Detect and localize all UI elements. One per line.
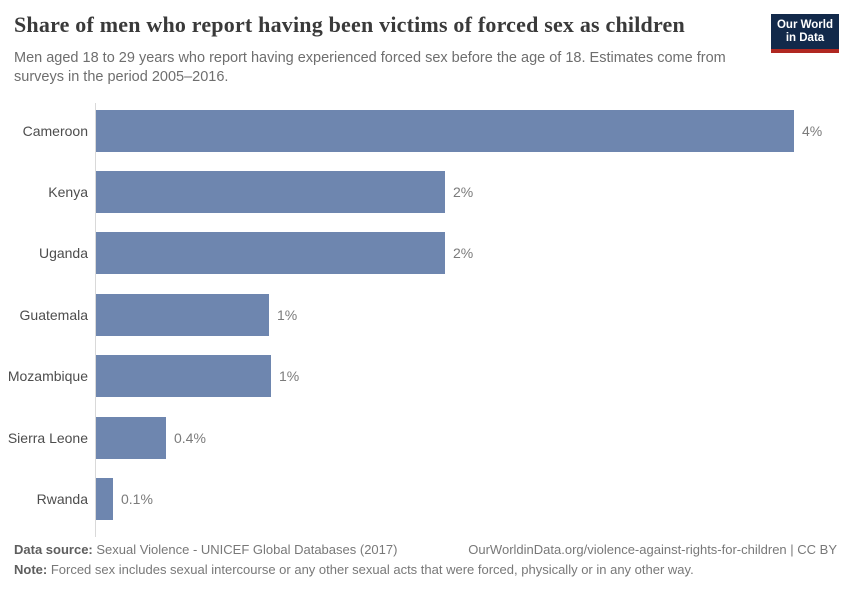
- data-source: Data source: Sexual Violence - UNICEF Gl…: [14, 542, 397, 557]
- bar-track: 2%: [88, 171, 850, 214]
- bar-track: 1%: [88, 293, 850, 336]
- bar-row: Guatemala 1%: [0, 284, 850, 345]
- page-title: Share of men who report having been vict…: [14, 12, 685, 37]
- footer-line1: Data source: Sexual Violence - UNICEF Gl…: [14, 542, 837, 557]
- chart-subtitle: Men aged 18 to 29 years who report havin…: [14, 50, 726, 85]
- value-label: 4%: [802, 122, 823, 139]
- category-label: Guatemala: [19, 306, 88, 323]
- category-label: Uganda: [38, 245, 88, 262]
- category-label: Sierra Leone: [7, 429, 88, 446]
- bar-uganda[interactable]: [96, 232, 445, 275]
- bar-chart: Cameroon 4% Kenya 2% Uganda 2% Guatemala 1% Moza…: [0, 100, 850, 537]
- note-label: Note:: [14, 562, 48, 577]
- value-label: 0.4%: [174, 429, 206, 446]
- bar-track: 0.1%: [88, 478, 850, 521]
- footer-note: Note: Forced sex includes sexual interco…: [14, 562, 837, 577]
- bar-row: Rwanda 0.1%: [0, 468, 850, 529]
- bar-row: Kenya 2%: [0, 161, 850, 222]
- owid-logo-line2: in Data: [785, 32, 825, 44]
- bar-mozambique[interactable]: [96, 355, 271, 398]
- chart-footer: Data source: Sexual Violence - UNICEF Gl…: [14, 542, 837, 577]
- value-label: 1%: [279, 368, 300, 385]
- bar-cameroon[interactable]: [96, 109, 794, 152]
- bar-rows: Cameroon 4% Kenya 2% Uganda 2% Guatemala 1% Moza…: [0, 100, 850, 530]
- category-label: Cameroon: [22, 122, 88, 139]
- bar-rwanda[interactable]: [96, 478, 113, 521]
- bar-row: Uganda 2%: [0, 223, 850, 284]
- y-axis-line: [95, 103, 96, 537]
- bar-track: 1%: [88, 355, 850, 398]
- bar-guatemala[interactable]: [96, 293, 269, 336]
- bar-track: 2%: [88, 232, 850, 275]
- bar-track: 0.4%: [88, 416, 850, 459]
- value-label: 2%: [453, 184, 474, 201]
- data-source-text: Sexual Violence - UNICEF Global Database…: [92, 542, 398, 557]
- bar-sierra-leone[interactable]: [96, 416, 166, 459]
- bar-row: Cameroon 4%: [0, 100, 850, 161]
- category-label: Mozambique: [7, 368, 88, 385]
- value-label: 0.1%: [121, 491, 153, 508]
- bar-kenya[interactable]: [96, 171, 445, 214]
- category-label: Kenya: [48, 184, 88, 201]
- data-source-label: Data source:: [14, 542, 93, 557]
- category-label: Rwanda: [36, 491, 88, 508]
- note-text: Forced sex includes sexual intercourse o…: [47, 562, 694, 577]
- bar-track: 4%: [88, 109, 850, 152]
- value-label: 1%: [277, 306, 298, 323]
- bar-row: Sierra Leone 0.4%: [0, 407, 850, 468]
- value-label: 2%: [453, 245, 474, 262]
- owid-logo: Our World in Data: [771, 14, 839, 53]
- owid-logo-line1: Our World: [776, 19, 833, 31]
- footer-url: OurWorldinData.org/violence-against-righ…: [468, 542, 837, 557]
- bar-row: Mozambique 1%: [0, 346, 850, 407]
